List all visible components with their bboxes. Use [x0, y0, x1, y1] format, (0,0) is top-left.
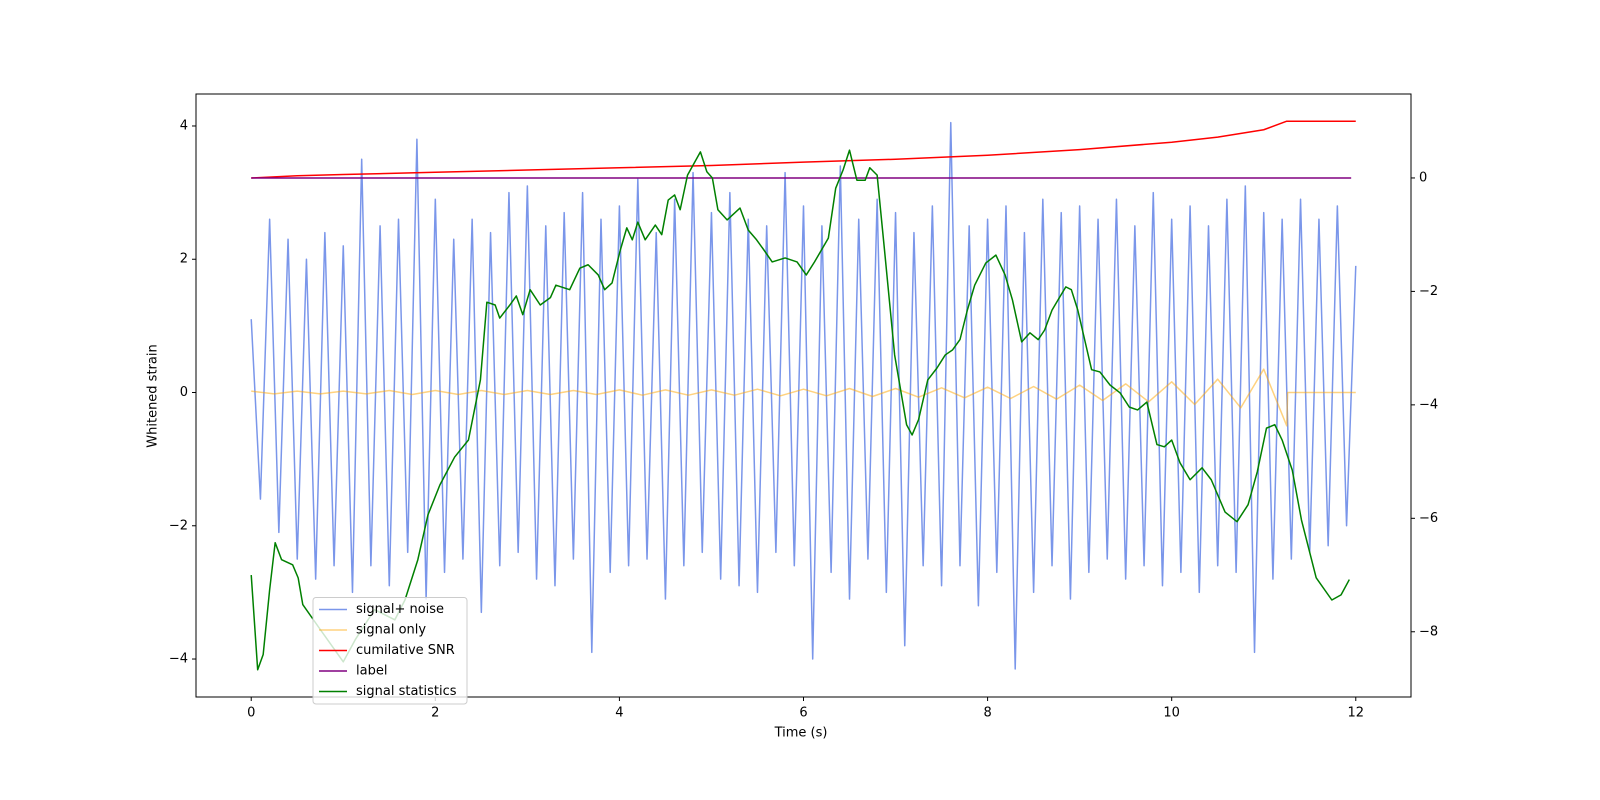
series-line — [250, 149, 1350, 671]
x-tick-label: 4 — [615, 706, 623, 721]
x-tick-label: 2 — [431, 706, 439, 721]
legend-label: signal+ noise — [356, 602, 444, 617]
legend-label: signal statistics — [356, 684, 457, 699]
series-line — [251, 120, 1356, 179]
y-tick-label: 4 — [180, 118, 188, 133]
legend-label: signal only — [356, 623, 426, 638]
y2-tick-label: −6 — [1419, 511, 1438, 526]
legend-label: cumilative SNR — [356, 643, 455, 658]
y-tick-label: −4 — [169, 652, 188, 667]
legend-label: label — [356, 664, 387, 679]
y-tick-label: 2 — [180, 252, 188, 267]
series-line — [251, 368, 1356, 427]
y2-tick-label: −4 — [1419, 397, 1438, 412]
series-line — [250, 121, 1357, 670]
y-tick-label: 0 — [180, 385, 188, 400]
x-tick-label: 8 — [983, 706, 991, 721]
y2-tick-label: −2 — [1419, 284, 1438, 299]
plot-area — [250, 120, 1357, 671]
x-tick-label: 0 — [247, 706, 255, 721]
x-axis-label: Time (s) — [774, 726, 828, 741]
y2-tick-label: −8 — [1419, 624, 1438, 639]
x-tick-label: 10 — [1163, 706, 1180, 721]
y-axis-label: Whitened strain — [146, 344, 161, 447]
y2-tick-label: 0 — [1419, 170, 1427, 185]
legend-box — [312, 597, 468, 705]
x-tick-label: 6 — [799, 706, 807, 721]
x-tick-label: 12 — [1347, 706, 1364, 721]
y-tick-label: −2 — [169, 518, 188, 533]
